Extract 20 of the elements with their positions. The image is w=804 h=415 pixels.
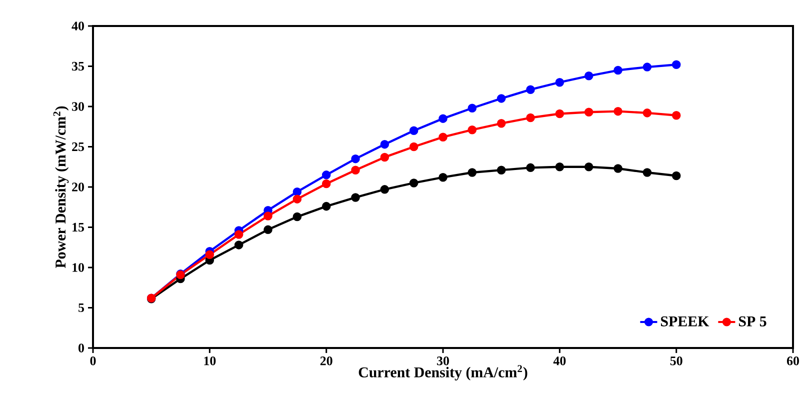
x-tick-label: 0: [90, 356, 96, 366]
x-tick-label: 40: [553, 356, 566, 366]
y-axis-title: Power Density (mW/cm$^{2}$): [53, 106, 69, 268]
y-tick-label: 15: [72, 222, 84, 232]
y-tick-label: 20: [72, 182, 84, 192]
x-tick-label: 50: [670, 356, 682, 366]
y-tick-label: 5: [78, 303, 84, 312]
x-tick-label: 20: [320, 356, 332, 366]
x-tick-label: 10: [204, 356, 216, 366]
y-tick-label: 35: [72, 62, 84, 71]
y-tick-label: 25: [72, 142, 84, 152]
x-axis-title: Current Density (mA/cm$^{2}$): [358, 365, 528, 380]
y-tick-label: 30: [72, 102, 84, 111]
x-tick-label: 60: [786, 356, 799, 366]
y-tick-label: 0: [78, 344, 84, 352]
y-tick-label: 10: [72, 263, 84, 272]
legend-label: SP 5: [738, 316, 766, 326]
legend-label: SPEEK: [660, 316, 710, 326]
y-tick-label: 40: [72, 22, 84, 30]
x-tick-label: 30: [437, 356, 449, 366]
